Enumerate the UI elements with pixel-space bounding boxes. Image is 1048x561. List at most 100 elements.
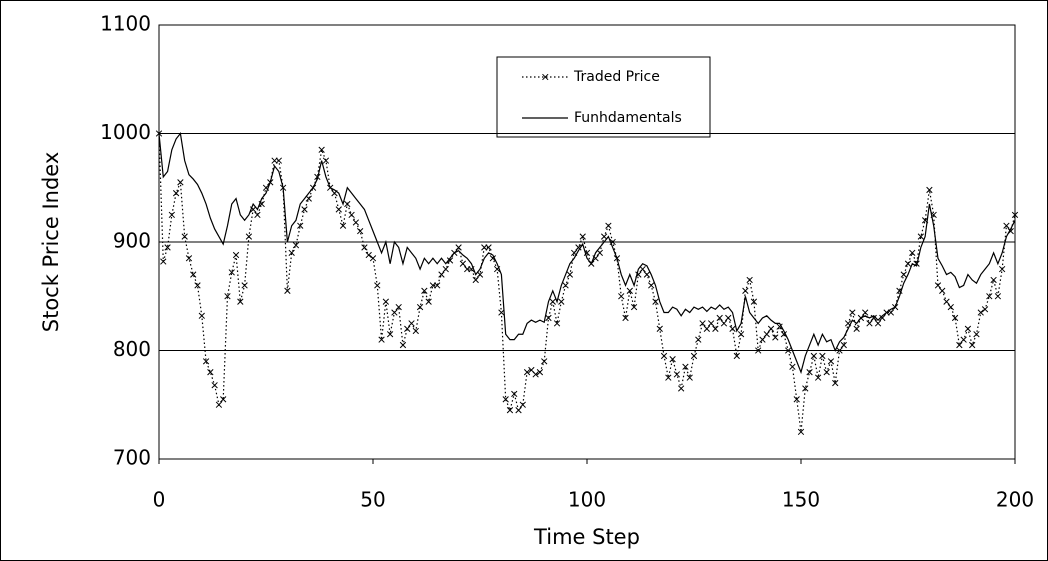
data-marker	[395, 303, 402, 311]
data-marker	[434, 282, 441, 289]
data-marker	[990, 276, 997, 284]
data-marker	[926, 186, 933, 194]
data-marker	[579, 233, 586, 240]
data-marker	[630, 303, 638, 311]
data-marker	[977, 309, 984, 316]
data-marker	[224, 293, 231, 300]
data-marker	[386, 331, 394, 338]
data-marker	[699, 320, 706, 327]
data-marker	[352, 219, 360, 226]
data-marker	[939, 287, 946, 294]
data-marker	[943, 298, 950, 305]
data-marker	[455, 244, 462, 251]
data-marker	[202, 358, 210, 365]
data-marker	[904, 260, 912, 267]
y-tick-label: 1000	[100, 120, 151, 144]
data-marker	[819, 352, 826, 360]
data-marker	[793, 396, 800, 403]
data-marker	[498, 309, 505, 316]
data-marker	[228, 269, 235, 276]
data-marker	[1011, 211, 1019, 219]
data-marker	[575, 244, 582, 251]
data-marker	[879, 314, 886, 322]
data-marker	[643, 271, 651, 278]
data-marker	[459, 260, 467, 267]
data-marker	[951, 314, 959, 322]
x-tick-label: 0	[153, 488, 166, 512]
data-marker	[917, 233, 924, 240]
legend-label: Funhdamentals	[574, 110, 682, 126]
y-tick-label: 700	[113, 446, 151, 470]
data-marker	[849, 309, 856, 316]
data-marker	[789, 363, 796, 370]
data-marker	[241, 282, 248, 289]
data-marker	[827, 358, 835, 365]
data-marker	[297, 222, 304, 229]
data-marker	[862, 309, 869, 316]
data-marker	[703, 325, 710, 332]
data-marker	[322, 157, 330, 164]
data-marker	[382, 298, 389, 305]
y-axis-title: Stock Price Index	[39, 152, 63, 333]
series-line	[158, 132, 1016, 375]
data-marker	[678, 385, 685, 392]
data-marker	[190, 271, 197, 278]
data-marker	[408, 320, 415, 327]
data-marker	[541, 358, 548, 365]
data-marker	[374, 282, 381, 289]
data-marker	[814, 374, 822, 381]
data-marker	[301, 206, 308, 213]
data-marker	[986, 293, 993, 300]
data-marker	[237, 298, 244, 305]
data-marker	[964, 325, 972, 332]
data-marker	[618, 293, 625, 300]
data-marker	[566, 271, 574, 278]
data-marker	[605, 222, 612, 229]
data-marker	[172, 190, 180, 197]
data-marker	[284, 287, 291, 294]
data-marker	[737, 331, 745, 338]
y-tick-label: 800	[113, 337, 151, 361]
data-marker	[292, 242, 300, 249]
y-tick-label: 900	[113, 229, 151, 253]
data-marker	[690, 352, 698, 360]
data-marker	[476, 271, 484, 278]
data-marker	[947, 303, 954, 311]
data-marker	[656, 325, 663, 332]
y-tick-label: 1100	[100, 12, 151, 36]
data-marker	[515, 407, 522, 414]
data-marker	[425, 298, 432, 305]
data-marker	[626, 287, 633, 294]
data-marker	[421, 287, 428, 294]
data-marker	[502, 396, 509, 403]
data-marker	[254, 211, 261, 219]
data-marker	[357, 227, 364, 235]
data-marker	[832, 379, 839, 387]
data-marker	[716, 314, 723, 322]
data-marker	[412, 327, 419, 335]
data-marker	[198, 312, 205, 319]
data-marker	[853, 325, 860, 332]
data-marker	[866, 320, 873, 327]
data-marker	[532, 371, 539, 378]
data-marker	[750, 298, 758, 305]
x-axis-title: Time Step	[533, 525, 640, 549]
data-marker	[160, 258, 167, 265]
data-marker	[776, 323, 783, 330]
data-marker	[994, 293, 1002, 300]
data-marker	[900, 271, 907, 278]
data-marker	[164, 244, 171, 251]
data-marker	[746, 276, 753, 284]
data-marker	[361, 244, 368, 251]
legend	[496, 56, 711, 138]
data-marker	[506, 407, 514, 414]
data-marker	[660, 352, 668, 360]
data-marker	[802, 385, 809, 392]
data-marker	[194, 282, 201, 289]
data-marker	[536, 369, 544, 376]
data-marker	[523, 369, 531, 376]
legend-marker	[542, 73, 549, 81]
data-marker	[177, 179, 184, 186]
data-marker	[207, 369, 214, 376]
